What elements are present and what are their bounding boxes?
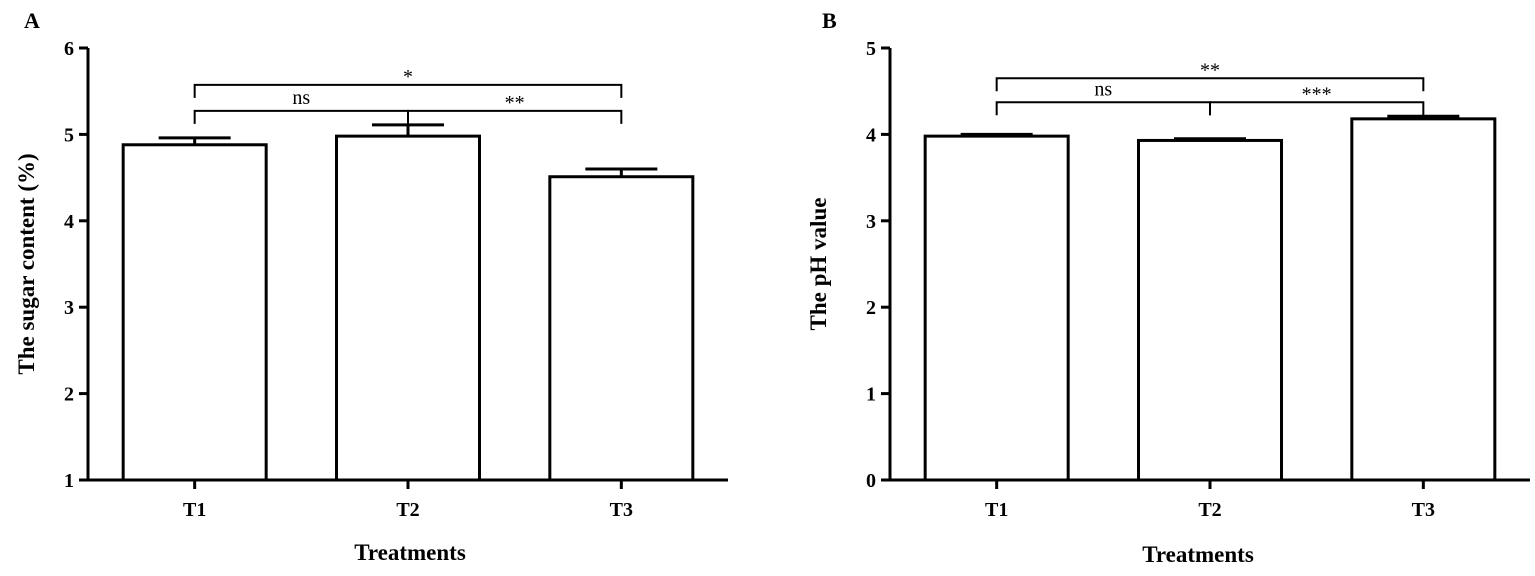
y-tick-label: 1 <box>64 470 74 492</box>
significance-bracket <box>1209 101 1425 116</box>
chart-panel-b: B 0 1 2 3 4 5 T1 T2 T3 Treatments The pH value ** ns *… <box>806 8 1530 567</box>
y-tick-label: 2 <box>866 297 876 319</box>
y-tick-label: 0 <box>866 470 876 492</box>
significance-bracket <box>995 77 1425 92</box>
x-tick-label: T3 <box>610 499 633 521</box>
bar-t1 <box>923 134 1070 482</box>
y-tick-label: 3 <box>866 211 876 233</box>
bar-t3 <box>1350 117 1497 482</box>
panel-letter: A <box>24 8 40 33</box>
significance-label: ** <box>505 92 525 114</box>
y-tick-label: 2 <box>64 384 74 406</box>
significance-label: *** <box>1302 83 1332 105</box>
panel-letter: B <box>822 8 837 33</box>
y-tick-label: 3 <box>64 297 74 319</box>
y-tick-label: 4 <box>64 211 74 233</box>
significance-bracket <box>193 83 623 98</box>
y-axis-title: The sugar content (%) <box>14 153 39 374</box>
y-tick-label: 5 <box>866 38 876 60</box>
significance-label: ns <box>292 87 310 109</box>
bar-t1 <box>121 143 268 482</box>
y-tick-label: 5 <box>64 124 74 146</box>
x-tick-label: T2 <box>1198 499 1221 521</box>
significance-bracket <box>407 109 623 124</box>
y-axis-title: The pH value <box>806 198 831 331</box>
significance-label: ns <box>1094 78 1112 100</box>
significance-label: ** <box>1200 59 1220 81</box>
x-tick-label: T2 <box>396 499 419 521</box>
significance-label: * <box>403 66 413 88</box>
chart-panel-a: A 1 2 3 4 5 6 T1 T2 T3 Treatments The sugar content… <box>14 8 728 565</box>
bar-t2 <box>1137 138 1283 482</box>
bar-t2 <box>335 134 481 482</box>
significance-bracket <box>193 109 409 124</box>
y-tick-label: 4 <box>866 124 876 146</box>
bar-t3 <box>548 175 695 482</box>
y-tick-label: 1 <box>866 384 876 406</box>
significance-bracket <box>995 101 1211 116</box>
x-tick-label: T1 <box>985 499 1008 521</box>
x-axis-title: Treatments <box>1142 542 1254 567</box>
x-tick-label: T3 <box>1412 499 1435 521</box>
x-axis-title: Treatments <box>354 540 466 565</box>
x-tick-label: T1 <box>183 499 206 521</box>
y-tick-label: 6 <box>64 38 74 60</box>
